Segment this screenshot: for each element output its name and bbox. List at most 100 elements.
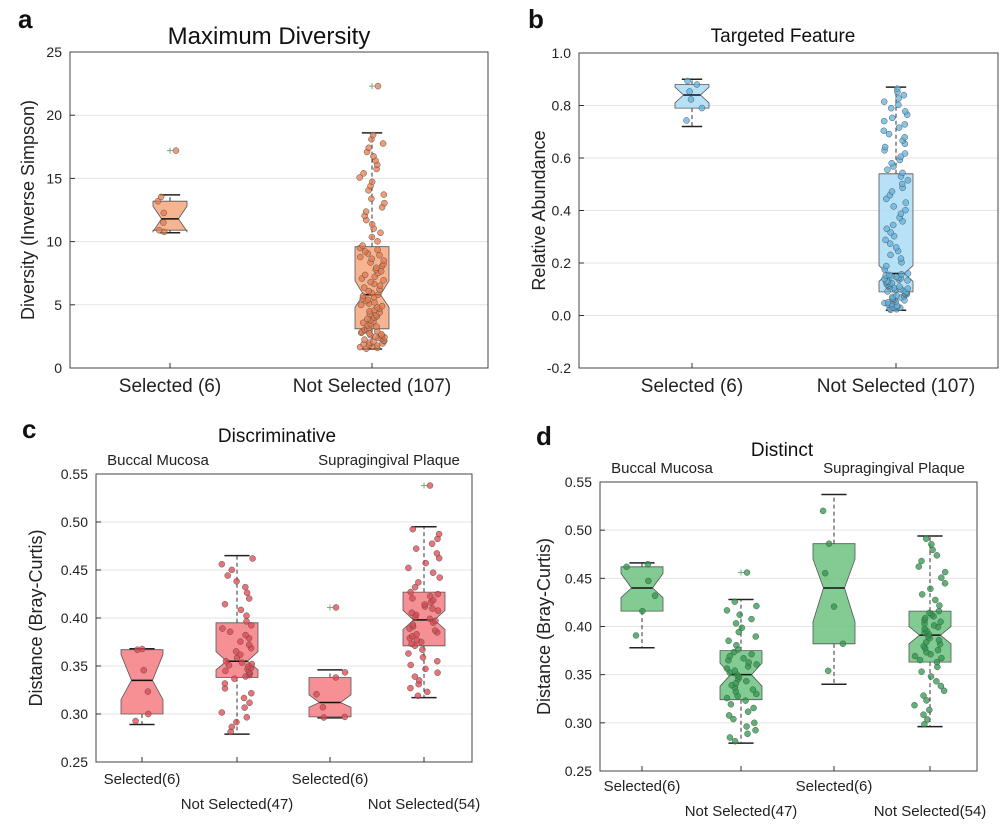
data-point xyxy=(356,174,363,181)
data-point xyxy=(376,251,383,259)
data-points xyxy=(313,669,349,721)
group-label: Buccal Mucosa xyxy=(611,460,713,477)
data-point xyxy=(428,540,436,547)
category-label: Not Selected(47) xyxy=(685,803,798,820)
panel-letter-a: a xyxy=(18,4,33,34)
data-point xyxy=(218,560,226,568)
notched-box xyxy=(620,566,664,612)
y-tick-label: 0.25 xyxy=(565,763,592,779)
outlier-point xyxy=(332,604,340,611)
data-point xyxy=(927,673,935,680)
data-point xyxy=(144,688,152,695)
data-point xyxy=(932,596,939,604)
data-point xyxy=(374,238,381,245)
data-point xyxy=(226,628,234,636)
chart-title: Targeted Feature xyxy=(711,26,856,47)
chart-targeted-feature: -0.2 0.0 0.2 0.4 0.6 0.8 1.0 Targeted Feature Re… xyxy=(529,26,999,397)
data-point xyxy=(360,170,367,177)
data-point xyxy=(361,271,369,279)
y-axis-label: Distance (Bray-Curtis) xyxy=(26,529,46,706)
data-point xyxy=(412,545,420,552)
data-point xyxy=(368,195,375,203)
data-point xyxy=(232,648,240,655)
data-point xyxy=(926,609,933,617)
data-point xyxy=(160,209,168,217)
data-point xyxy=(933,678,940,685)
data-point xyxy=(723,607,731,614)
category-label: Not Selected(54) xyxy=(874,803,987,820)
data-point xyxy=(927,585,934,593)
data-point xyxy=(240,694,248,702)
data-point xyxy=(369,131,377,139)
data-point xyxy=(332,674,340,681)
data-point xyxy=(935,636,943,644)
y-tick-label: 0.50 xyxy=(61,514,88,530)
category-label: Selected(6) xyxy=(796,778,873,795)
data-point xyxy=(886,271,893,279)
data-point xyxy=(693,81,701,88)
data-point xyxy=(237,606,245,614)
data-point xyxy=(915,563,923,570)
data-point xyxy=(911,701,918,709)
data-point xyxy=(380,277,387,284)
data-point xyxy=(888,188,896,195)
data-point xyxy=(934,646,942,654)
data-point xyxy=(892,244,900,251)
data-point xyxy=(683,117,690,124)
y-tick-label: 10 xyxy=(46,234,62,250)
data-point xyxy=(742,697,749,704)
data-point xyxy=(222,657,230,665)
data-point xyxy=(901,134,908,141)
data-point xyxy=(726,652,734,660)
data-point xyxy=(221,680,229,687)
data-point xyxy=(938,654,945,662)
data-point xyxy=(887,229,894,236)
data-point xyxy=(733,641,740,649)
data-point xyxy=(898,180,906,188)
data-point xyxy=(434,669,441,676)
data-point xyxy=(372,264,380,272)
data-point xyxy=(378,302,386,310)
data-point xyxy=(887,104,895,112)
data-point xyxy=(885,130,893,138)
data-point xyxy=(413,631,420,638)
data-point xyxy=(245,595,253,602)
outlier-marker xyxy=(167,147,173,154)
data-point xyxy=(431,627,439,634)
data-point xyxy=(407,588,414,596)
group-label: Supragingival Plaque xyxy=(318,452,460,469)
outlier-marker xyxy=(738,569,744,576)
data-point xyxy=(233,578,240,585)
panel-letter-c: c xyxy=(22,414,36,444)
data-point xyxy=(887,251,894,259)
y-tick-label: 0.40 xyxy=(61,610,88,626)
data-point xyxy=(377,229,384,237)
outlier-point xyxy=(743,569,751,576)
data-point xyxy=(222,667,229,675)
data-point xyxy=(368,233,376,241)
y-tick-label: 0.2 xyxy=(552,255,572,271)
data-point xyxy=(357,301,365,309)
y-axis-label: Diversity (Inverse Simpson) xyxy=(18,100,38,320)
data-point xyxy=(359,242,366,249)
data-point xyxy=(941,568,949,576)
data-point xyxy=(893,292,900,299)
data-point xyxy=(361,336,368,343)
data-point xyxy=(744,730,751,738)
data-point xyxy=(313,690,320,698)
data-point xyxy=(380,257,388,264)
box-group xyxy=(120,645,164,726)
data-point xyxy=(918,668,925,675)
y-tick-label: 0.45 xyxy=(565,570,592,586)
data-point xyxy=(359,319,367,327)
data-point xyxy=(651,592,659,599)
box-group xyxy=(152,147,188,236)
box-group xyxy=(908,535,952,728)
y-tick-label: 0.8 xyxy=(552,98,572,114)
data-point xyxy=(341,713,349,721)
y-tick-label: 0.4 xyxy=(552,203,572,219)
data-point xyxy=(435,530,443,538)
data-point xyxy=(882,236,889,244)
y-tick-label: 0.45 xyxy=(61,562,88,578)
y-tick-label: 25 xyxy=(46,44,62,60)
